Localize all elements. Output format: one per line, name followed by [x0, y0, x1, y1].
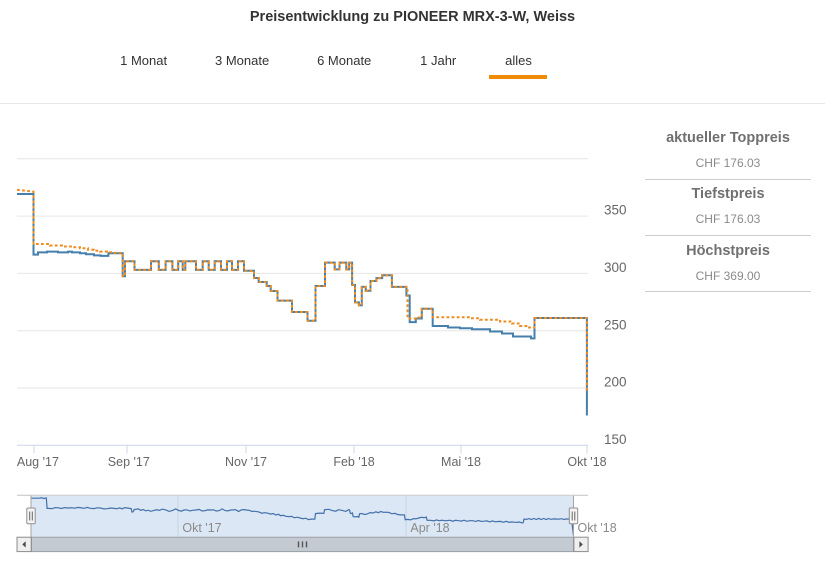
- svg-text:300: 300: [604, 260, 627, 275]
- svg-text:Nov '17: Nov '17: [225, 455, 267, 469]
- svg-text:Sep '17: Sep '17: [108, 455, 150, 469]
- svg-text:Okt '18: Okt '18: [578, 521, 617, 535]
- svg-text:Aug '17: Aug '17: [17, 455, 59, 469]
- svg-text:Apr '18: Apr '18: [410, 521, 449, 535]
- svg-text:150: 150: [604, 432, 627, 447]
- svg-text:250: 250: [604, 317, 627, 332]
- svg-text:350: 350: [604, 203, 627, 218]
- svg-text:Okt '17: Okt '17: [182, 521, 221, 535]
- svg-text:Feb '18: Feb '18: [333, 455, 374, 469]
- svg-text:Mai '18: Mai '18: [441, 455, 481, 469]
- svg-text:Okt '18: Okt '18: [567, 455, 606, 469]
- svg-text:200: 200: [604, 375, 627, 390]
